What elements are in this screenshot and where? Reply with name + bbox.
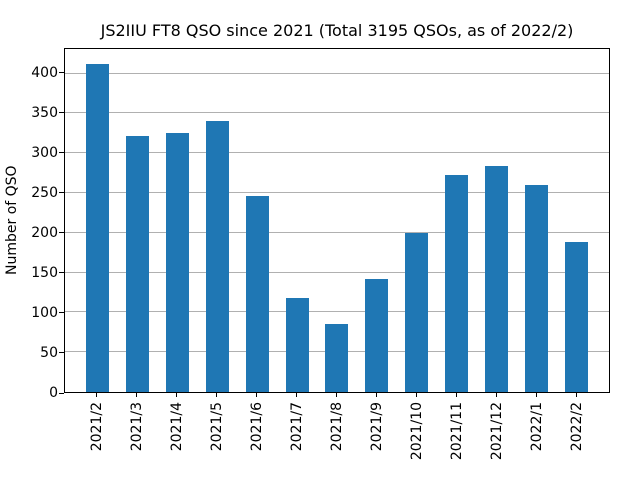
x-tick-slot: 2021/6 [237, 393, 277, 475]
bar-2022/2 [564, 242, 588, 392]
bar-slot [118, 49, 158, 392]
bar-slot [397, 49, 437, 392]
y-tick-mark-250 [59, 192, 64, 194]
y-tick-label-100: 100 [31, 304, 58, 321]
x-tick-mark [96, 393, 97, 397]
x-tick-slot: 2021/11 [437, 393, 477, 475]
x-tick-mark [216, 393, 217, 397]
y-tick-label-300: 300 [31, 144, 58, 161]
x-tick-label-2021/12: 2021/12 [488, 402, 505, 461]
x-tick-label-2021/6: 2021/6 [248, 402, 265, 452]
x-tick-mark [536, 393, 537, 397]
bar-2021/5 [205, 121, 229, 392]
x-tick-label-2021/4: 2021/4 [168, 402, 185, 452]
bars-row [65, 49, 609, 392]
bar-2021/2 [86, 64, 110, 392]
bar-2021/11 [445, 174, 469, 392]
y-tick-mark-400 [59, 72, 64, 74]
y-tick-mark-100 [59, 312, 64, 314]
bar-slot [357, 49, 397, 392]
bar-slot [516, 49, 556, 392]
x-tick-mark [576, 393, 577, 397]
x-tick-slot: 2021/4 [157, 393, 197, 475]
x-tick-label-2021/11: 2021/11 [448, 402, 465, 461]
bar-slot [277, 49, 317, 392]
y-tick-mark-200 [59, 232, 64, 234]
y-tick-mark-0 [59, 392, 64, 394]
y-tick-label-400: 400 [31, 64, 58, 81]
x-tick-slot: 2021/3 [117, 393, 157, 475]
gridline-350 [65, 112, 609, 114]
gridline-400 [65, 72, 609, 74]
x-tick-slot: 2021/5 [197, 393, 237, 475]
chart-title: JS2IIU FT8 QSO since 2021 (Total 3195 QS… [100, 21, 574, 40]
x-tick-label-2021/5: 2021/5 [208, 402, 225, 452]
x-tick-label-2021/3: 2021/3 [128, 402, 145, 452]
bar-slot [437, 49, 477, 392]
bar-slot [78, 49, 118, 392]
x-tick-slot: 2022/1 [517, 393, 557, 475]
bar-slot [317, 49, 357, 392]
bar-2021/6 [245, 196, 269, 392]
x-tick-label-2021/9: 2021/9 [368, 402, 385, 452]
x-tick-slot: 2021/10 [397, 393, 437, 475]
gridline-150 [65, 271, 609, 273]
y-tick-label-200: 200 [31, 224, 58, 241]
bar-2021/12 [484, 166, 508, 392]
x-tick-label-2022/1: 2022/1 [528, 402, 545, 452]
y-tick-label-0: 0 [49, 385, 58, 401]
bar-2022/1 [524, 185, 548, 392]
x-tick-label-2021/8: 2021/8 [328, 402, 345, 452]
bar-slot [158, 49, 198, 392]
x-tick-slot: 2021/7 [277, 393, 317, 475]
bar-2021/9 [365, 279, 389, 392]
bar-slot [476, 49, 516, 392]
bar-2021/8 [325, 324, 349, 392]
gridline-200 [65, 231, 609, 233]
bar-slot [237, 49, 277, 392]
x-tick-mark [496, 393, 497, 397]
x-tick-mark [136, 393, 137, 397]
y-axis-tick-labels: 0 50 100 150 200 250 300 350 400 [0, 48, 58, 401]
plot-area [64, 48, 610, 393]
y-tick-label-150: 150 [31, 264, 58, 281]
x-tick-mark [376, 393, 377, 397]
y-tick-mark-150 [59, 272, 64, 274]
x-tick-label-2021/10: 2021/10 [408, 402, 425, 461]
bar-slot [198, 49, 238, 392]
y-tick-label-250: 250 [31, 184, 58, 201]
x-tick-label-2021/2: 2021/2 [88, 402, 105, 452]
x-tick-mark [256, 393, 257, 397]
x-tick-slot: 2021/12 [477, 393, 517, 475]
y-axis-tick-marks [59, 48, 64, 394]
y-tick-mark-300 [59, 152, 64, 154]
y-tick-mark-350 [59, 112, 64, 114]
y-tick-label-350: 350 [31, 104, 58, 121]
bar-slot [556, 49, 596, 392]
gridline-250 [65, 192, 609, 194]
bar-2021/7 [285, 298, 309, 392]
x-tick-mark [416, 393, 417, 397]
x-axis-tick-labels: 2021/2 2021/3 2021/4 2021/5 2021/6 2021/7 2021… [64, 393, 610, 475]
x-tick-label-2022/2: 2022/2 [568, 402, 585, 452]
x-tick-label-2021/7: 2021/7 [288, 402, 305, 452]
gridline-100 [65, 311, 609, 313]
x-tick-mark [336, 393, 337, 397]
gridline-300 [65, 152, 609, 154]
x-tick-slot: 2021/2 [77, 393, 117, 475]
y-tick-label-50: 50 [40, 344, 58, 361]
x-tick-slot: 2021/8 [317, 393, 357, 475]
bar-2021/4 [166, 133, 190, 392]
bar-2021/10 [405, 232, 429, 392]
y-tick-mark-50 [59, 352, 64, 354]
x-tick-mark [296, 393, 297, 397]
x-tick-slot: 2021/9 [357, 393, 397, 475]
x-tick-slot: 2022/2 [557, 393, 597, 475]
x-tick-mark [176, 393, 177, 397]
x-tick-mark [456, 393, 457, 397]
bar-2021/3 [126, 135, 150, 392]
